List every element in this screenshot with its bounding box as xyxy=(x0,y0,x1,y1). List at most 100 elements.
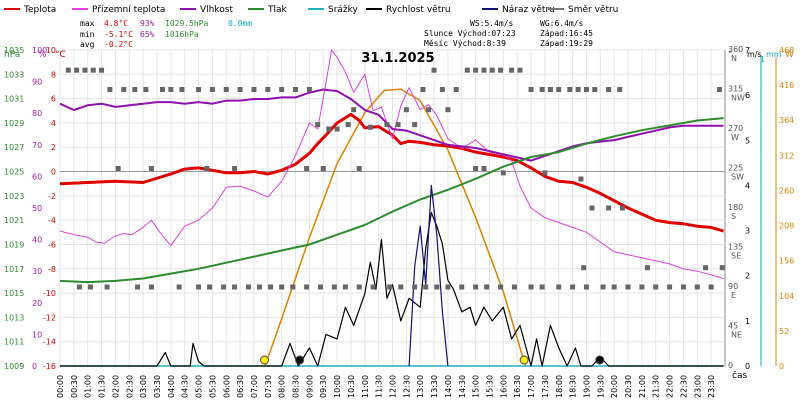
wind-direction-point xyxy=(257,284,262,290)
speed-tick-label: 7 xyxy=(745,46,750,55)
wind-direction-point xyxy=(592,87,598,92)
direction-tick-compass: E xyxy=(731,291,736,300)
time-tick-label: 17:30 xyxy=(541,375,550,398)
legend-label: Rychlost větru xyxy=(386,5,451,15)
wind-direction-point xyxy=(251,87,257,92)
time-tick-label: 20:00 xyxy=(610,375,619,398)
direction-tick-label: 315 xyxy=(728,85,743,94)
time-tick-label: 11:30 xyxy=(375,375,384,398)
temperature-tick-label: -16 xyxy=(43,362,56,371)
wind-direction-point xyxy=(567,87,573,92)
direction-tick-compass: SW xyxy=(731,173,744,182)
time-tick-label: 03:00 xyxy=(139,375,148,398)
radiation-tick-label: 312 xyxy=(779,151,794,160)
wind-direction-point xyxy=(90,67,96,73)
series-line xyxy=(59,112,725,233)
time-tick-label: 08:30 xyxy=(292,375,301,398)
radiation-line xyxy=(264,88,527,367)
wind-direction-point xyxy=(644,265,650,271)
wind-direction-point xyxy=(481,166,487,171)
temperature-tick-label: -4 xyxy=(48,216,56,225)
time-axis-label: čas xyxy=(732,370,747,381)
wind-direction-point xyxy=(87,284,93,290)
legend: Teplota Přízemní teplota Vlhkost Tlak Srážky… xyxy=(4,5,618,15)
pressure-tick-label: 1015 xyxy=(4,289,24,298)
direction-tick-label: 360 xyxy=(728,45,743,54)
wind-direction-point xyxy=(395,122,401,128)
radiation-tick-label: 0 xyxy=(779,362,784,371)
series-line xyxy=(408,184,449,367)
wind-direction-point xyxy=(245,284,251,290)
wind-direction-point xyxy=(104,284,110,290)
wind-direction-point xyxy=(589,205,595,211)
stats-value: 1029.5hPa xyxy=(165,19,209,28)
wind-direction-point xyxy=(575,87,581,92)
time-tick-label: 07:30 xyxy=(264,375,273,398)
radiation-tick-label: 208 xyxy=(779,222,794,231)
wind-direction-point xyxy=(481,67,487,73)
wind-direction-point xyxy=(581,265,587,271)
time-tick-label: 00:00 xyxy=(56,375,65,398)
wind-direction-point xyxy=(232,284,238,290)
stats-value: Slunce Východ:07:23 xyxy=(424,29,516,38)
radiation-tick-label: 364 xyxy=(779,116,794,125)
direction-tick-compass: N xyxy=(731,54,737,63)
wind-direction-point xyxy=(384,122,390,128)
wind-direction-point xyxy=(237,87,243,92)
pressure-tick-label: 1013 xyxy=(4,313,24,322)
wind-direction-point xyxy=(176,284,182,290)
wind-direction-point xyxy=(320,166,326,171)
time-tick-label: 19:30 xyxy=(596,375,605,398)
time-tick-label: 16:30 xyxy=(513,375,522,398)
wind-direction-point xyxy=(82,67,88,73)
wind-direction-point xyxy=(583,87,589,92)
wind-direction-point xyxy=(168,87,174,92)
axis-unit-temperature: °C xyxy=(55,50,66,60)
axis-unit-direction: ° xyxy=(728,50,733,60)
wind-direction-point xyxy=(223,87,229,92)
direction-tick-compass: SE xyxy=(731,252,741,261)
wind-direction-point xyxy=(547,87,553,92)
temperature-tick-label: -2 xyxy=(48,192,56,201)
series-line xyxy=(59,49,724,279)
radiation-tick-label: 416 xyxy=(779,81,794,90)
axis-unit-speed: m/s xyxy=(747,50,762,59)
wind-direction-point xyxy=(498,67,504,73)
direction-tick-label: 45 xyxy=(728,322,738,331)
stats-value: WG:6.4m/s xyxy=(540,19,584,28)
temperature-tick-label: -6 xyxy=(48,240,56,249)
wind-direction-point xyxy=(625,284,631,290)
speed-tick-label: 1 xyxy=(745,317,750,326)
pressure-tick-label: 1023 xyxy=(4,192,24,201)
series-line xyxy=(59,117,724,284)
time-tick-label: 19:00 xyxy=(582,375,591,398)
wind-direction-point xyxy=(387,284,393,290)
wind-direction-point xyxy=(539,284,545,290)
wind-direction-point xyxy=(196,284,202,290)
legend-label: Směr větru xyxy=(568,5,618,15)
series-layer xyxy=(59,49,725,367)
axis-unit-radiation: W xyxy=(785,50,794,60)
speed-tick-label: 6 xyxy=(745,91,750,100)
stats-value: Západ:19:29 xyxy=(540,39,593,48)
wind-direction-point xyxy=(209,87,215,92)
wind-direction-point xyxy=(204,166,210,171)
time-tick-label: 21:00 xyxy=(638,375,647,398)
pressure-tick-label: 1035 xyxy=(4,46,24,55)
wind-direction-point xyxy=(653,284,659,290)
direction-tick-label: 270 xyxy=(728,124,743,133)
stats-value: min xyxy=(80,30,95,39)
time-tick-label: 22:30 xyxy=(679,375,688,398)
pressure-tick-label: 1033 xyxy=(4,70,24,79)
stats-value: avg xyxy=(80,40,95,49)
time-tick-label: 01:30 xyxy=(98,375,107,398)
wind-direction-point xyxy=(578,176,584,182)
direction-tick-compass: W xyxy=(731,133,739,142)
humidity-tick-label: 0 xyxy=(32,362,37,371)
axis-unit-rain: mm xyxy=(766,50,782,59)
series-line xyxy=(59,88,724,162)
wind-direction-point xyxy=(148,166,154,171)
wind-direction-point xyxy=(716,87,722,92)
direction-tick-label: 0 xyxy=(728,361,733,370)
